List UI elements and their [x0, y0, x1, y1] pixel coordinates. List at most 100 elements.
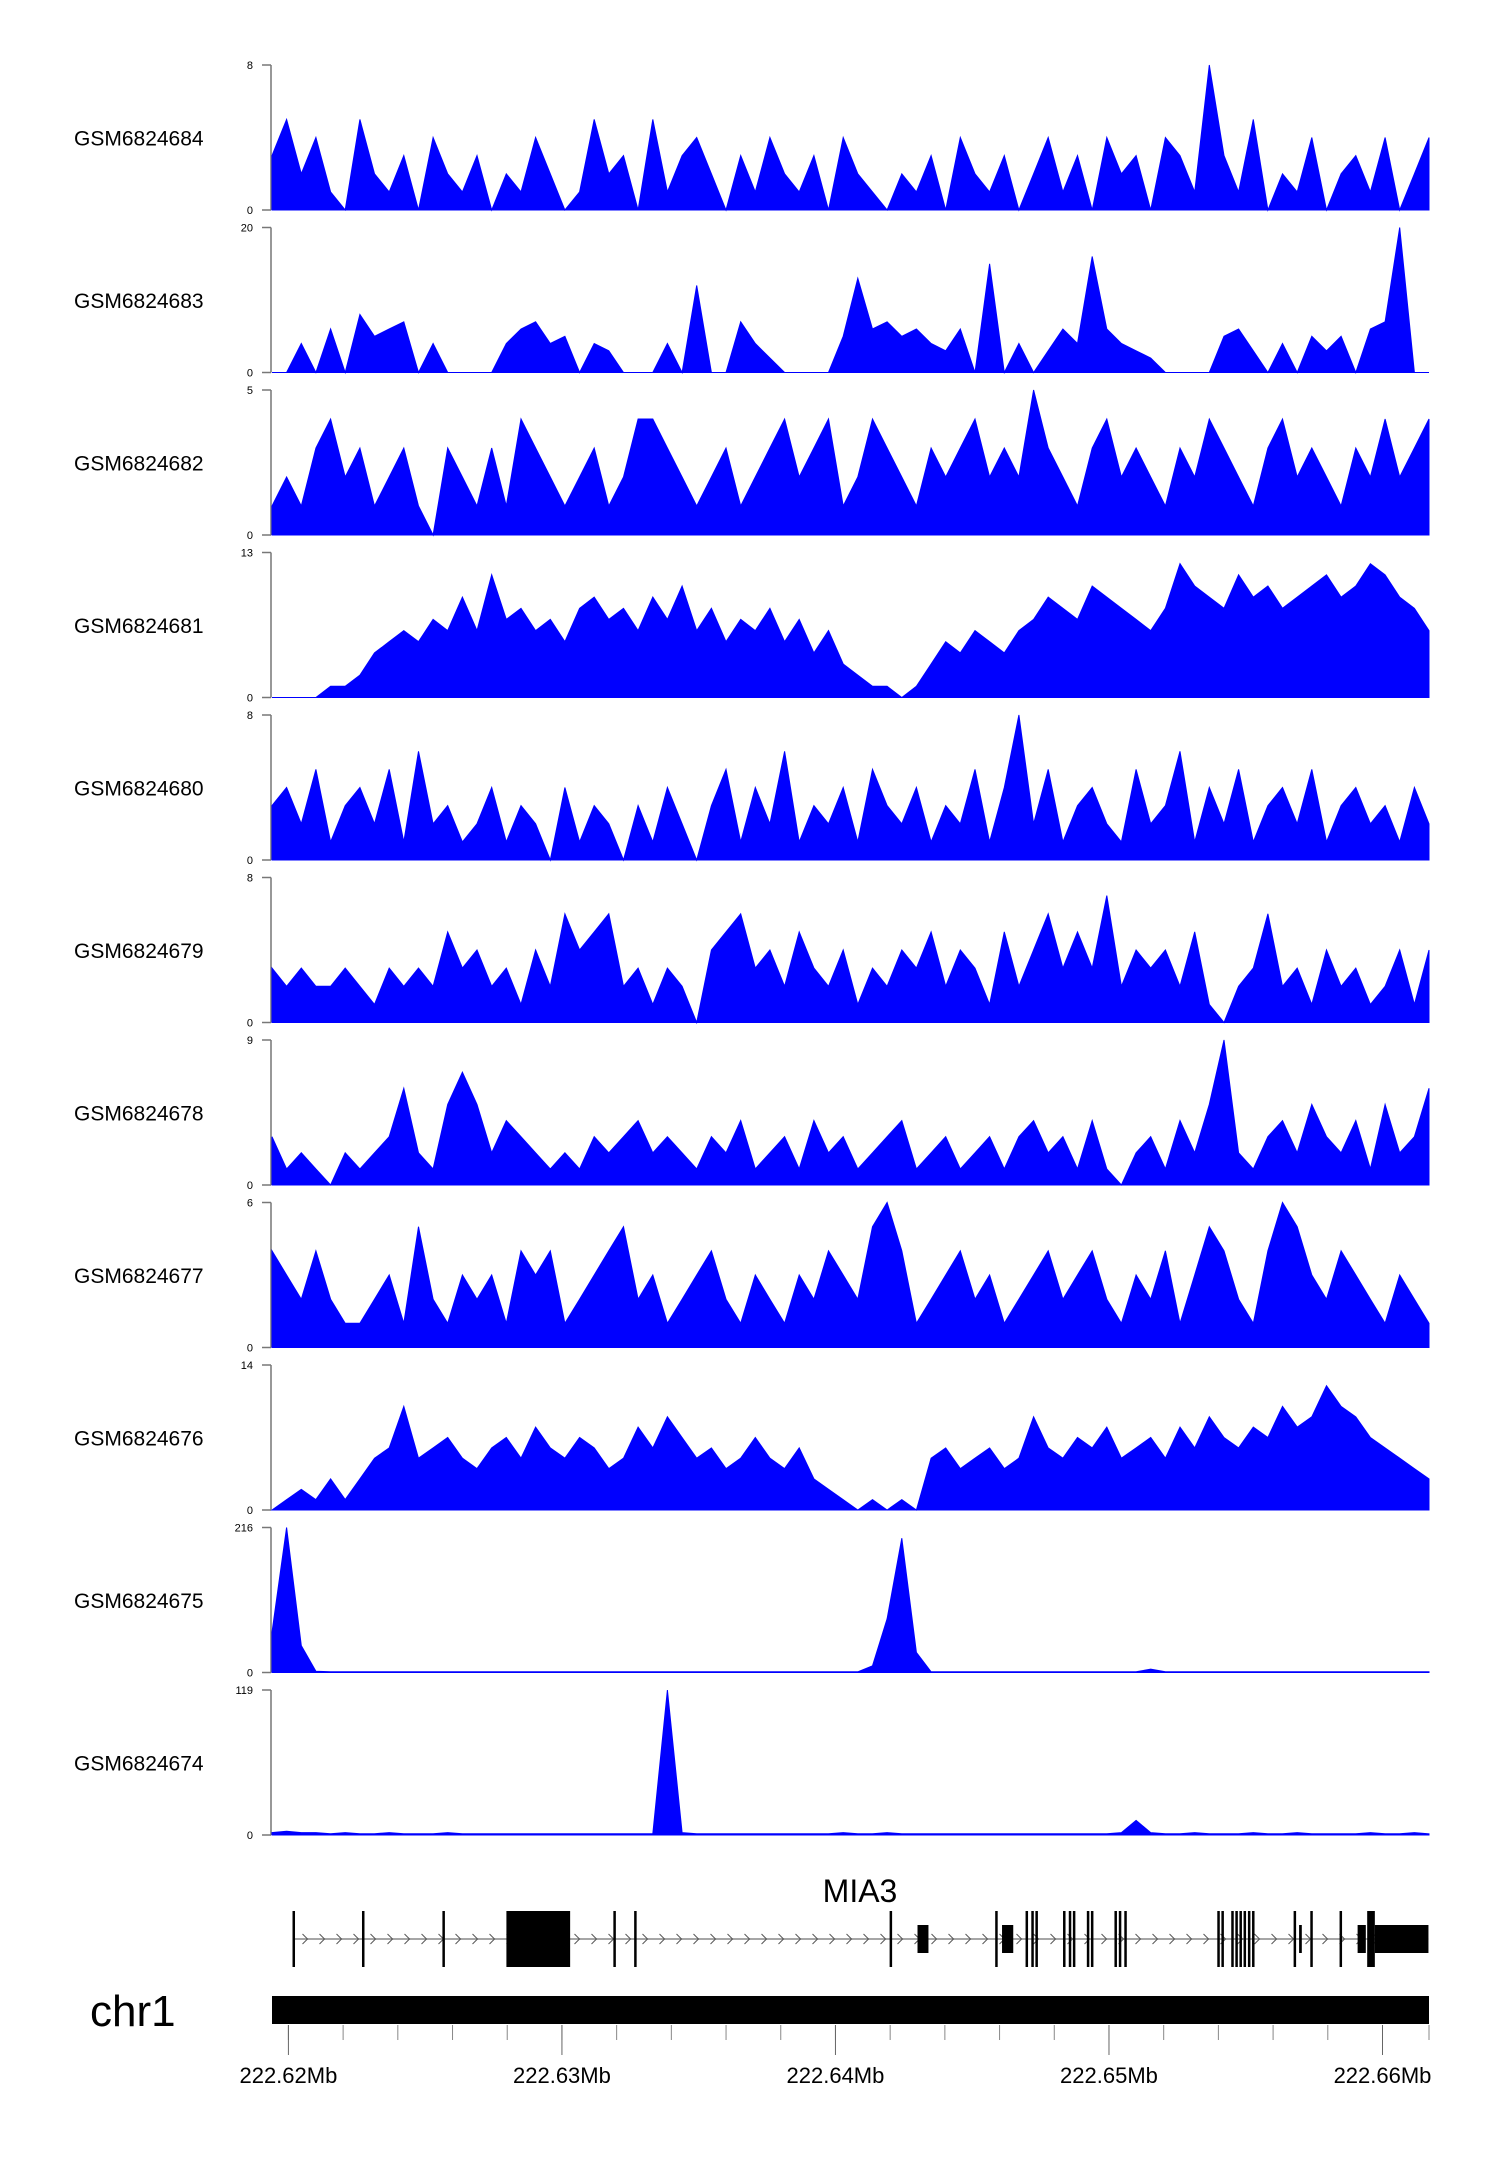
strand-arrow-icon — [931, 1933, 938, 1945]
strand-arrow-icon — [880, 1933, 887, 1945]
strand-arrow-icon — [897, 1933, 904, 1945]
track-GSM6824678: GSM6824678 9 0 — [74, 1035, 1430, 1192]
track-GSM6824681: GSM6824681 13 0 — [74, 548, 1430, 705]
strand-arrow-icon — [1169, 1933, 1176, 1945]
strand-arrow-icon — [965, 1933, 972, 1945]
exon-block — [1235, 1911, 1238, 1967]
y-tick-label-min: 0 — [247, 855, 253, 867]
chromosome-bar — [272, 1996, 1429, 2024]
strand-arrow-icon — [693, 1933, 700, 1945]
chromosome-label: chr1 — [90, 1987, 176, 2036]
exon-block — [1367, 1911, 1375, 1967]
x-tick-label: 222.65Mb — [1060, 2063, 1158, 2088]
utr-block — [1299, 1925, 1302, 1953]
track-GSM6824684: GSM6824684 8 0 — [74, 60, 1430, 217]
track-GSM6824677: GSM6824677 6 0 — [74, 1198, 1430, 1355]
y-tick-label-max: 9 — [247, 1035, 253, 1047]
gene-track: MIA3 — [292, 1873, 1429, 1967]
exon-block — [442, 1911, 445, 1967]
exon-block — [1243, 1911, 1247, 1967]
y-tick-label-max: 119 — [235, 1685, 253, 1697]
x-tick-label: 222.62Mb — [239, 2063, 337, 2088]
exon-block — [634, 1911, 637, 1967]
exon-block — [1068, 1911, 1072, 1967]
y-tick-label-max: 6 — [247, 1198, 253, 1210]
y-tick-label-min: 0 — [247, 693, 253, 705]
exon-block — [292, 1911, 296, 1967]
exon-block — [1063, 1911, 1066, 1967]
strand-arrow-icon — [319, 1933, 326, 1945]
y-tick-label-min: 0 — [247, 368, 253, 380]
track-label: GSM6824680 — [74, 778, 204, 801]
exon-block — [1124, 1911, 1127, 1967]
exon-block — [1025, 1911, 1029, 1967]
strand-arrow-icon — [948, 1933, 955, 1945]
y-tick-label-min: 0 — [247, 1018, 253, 1030]
track-label: GSM6824675 — [74, 1590, 204, 1613]
coverage-area — [271, 714, 1430, 862]
strand-arrow-icon — [1288, 1933, 1295, 1945]
strand-arrow-icon — [574, 1933, 581, 1945]
y-tick-label-min: 0 — [247, 1505, 253, 1517]
chromosome-axis: chr1 222.62Mb 222.63Mb 222.64Mb 222.65Mb 222… — [90, 1987, 1431, 2088]
strand-arrow-icon — [1254, 1933, 1261, 1945]
strand-arrow-icon — [387, 1933, 394, 1945]
x-tick-label: 222.66Mb — [1334, 2063, 1432, 2088]
exon-block — [1221, 1911, 1224, 1967]
exon-block — [1086, 1911, 1090, 1967]
strand-arrow-icon — [591, 1933, 598, 1945]
strand-arrow-icon — [302, 1933, 309, 1945]
track-label: GSM6824681 — [74, 615, 204, 638]
y-tick-label-min: 0 — [247, 205, 253, 217]
track-GSM6824676: GSM6824676 14 0 — [74, 1360, 1430, 1517]
strand-arrow-icon — [1084, 1933, 1091, 1945]
utr-block — [1357, 1925, 1366, 1953]
strand-arrow-icon — [829, 1933, 836, 1945]
strand-arrow-icon — [1203, 1933, 1210, 1945]
exon-block — [506, 1911, 571, 1967]
exon-block — [1239, 1911, 1242, 1967]
y-tick-label-max: 5 — [247, 385, 253, 397]
y-tick-label-min: 0 — [247, 1668, 253, 1680]
gene-name-label: MIA3 — [823, 1873, 898, 1909]
coverage-area — [272, 562, 1430, 699]
y-tick-label-max: 14 — [241, 1360, 253, 1372]
track-label: GSM6824682 — [74, 453, 204, 476]
utr-block — [917, 1925, 929, 1953]
exon-block — [1090, 1911, 1094, 1967]
strand-arrow-icon — [863, 1933, 870, 1945]
strand-arrow-icon — [1033, 1933, 1040, 1945]
exon-block — [1339, 1911, 1343, 1967]
track-GSM6824682: GSM6824682 5 0 — [74, 385, 1430, 542]
track-label: GSM6824678 — [74, 1103, 204, 1126]
exon-block — [1217, 1911, 1220, 1967]
strand-arrow-icon — [1101, 1933, 1108, 1945]
track-label: GSM6824677 — [74, 1265, 204, 1288]
exon-block — [1035, 1911, 1038, 1967]
utr-block — [1002, 1925, 1014, 1953]
track-GSM6824683: GSM6824683 20 0 — [74, 223, 1429, 380]
strand-arrow-icon — [761, 1933, 768, 1945]
strand-arrow-icon — [676, 1933, 683, 1945]
exon-block — [1114, 1911, 1117, 1967]
coverage-area — [272, 227, 1429, 375]
strand-arrow-icon — [472, 1933, 479, 1945]
y-tick-label-min: 0 — [247, 1343, 253, 1355]
utr-block — [1374, 1925, 1429, 1953]
strand-arrow-icon — [353, 1933, 360, 1945]
strand-arrow-icon — [744, 1933, 751, 1945]
strand-arrow-icon — [1016, 1933, 1023, 1945]
y-tick-label-max: 8 — [247, 873, 253, 885]
strand-arrow-icon — [404, 1933, 411, 1945]
strand-arrow-icon — [795, 1933, 802, 1945]
track-label: GSM6824676 — [74, 1428, 204, 1451]
track-GSM6824680: GSM6824680 8 0 — [74, 710, 1430, 867]
x-tick-label: 222.63Mb — [513, 2063, 611, 2088]
strand-arrow-icon — [336, 1933, 343, 1945]
y-tick-label-max: 8 — [247, 710, 253, 722]
track-label: GSM6824674 — [74, 1753, 204, 1776]
coverage-area — [271, 1039, 1430, 1186]
strand-arrow-icon — [1050, 1933, 1057, 1945]
exon-block — [889, 1911, 893, 1967]
